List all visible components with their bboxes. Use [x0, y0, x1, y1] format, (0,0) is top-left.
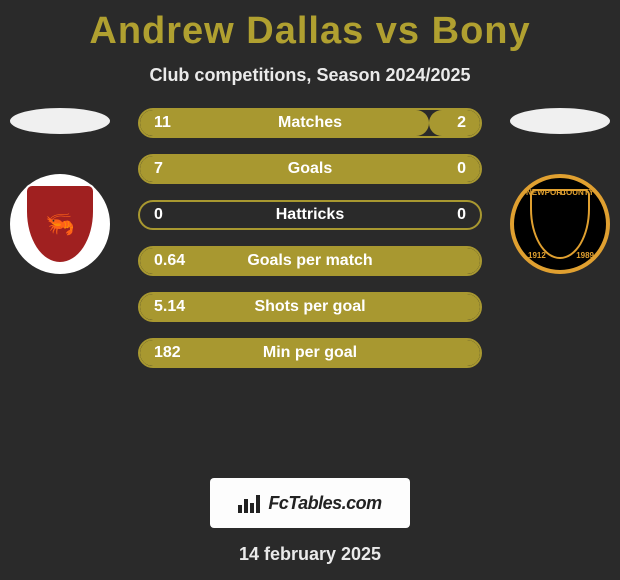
- stat-value-left: 0.64: [140, 252, 200, 270]
- badge-label-bl: 1912: [528, 251, 546, 260]
- badge-label-br: 1989: [576, 251, 594, 260]
- newport-badge-icon: NEWPORT COUNTY 1912 1989: [510, 174, 610, 274]
- stat-label: Min per goal: [200, 344, 420, 362]
- stat-label: Matches: [200, 114, 420, 132]
- bar-text-row: 5.14Shots per goal: [140, 298, 480, 316]
- stat-bar: 11Matches2: [138, 108, 482, 138]
- left-team-column: 🦐: [0, 108, 120, 274]
- stat-value-left: 11: [140, 114, 200, 132]
- right-ellipse-shadow: [510, 108, 610, 134]
- stat-label: Goals per match: [200, 252, 420, 270]
- right-team-column: NEWPORT COUNTY 1912 1989: [500, 108, 620, 274]
- stat-value-left: 7: [140, 160, 200, 178]
- bar-text-row: 0.64Goals per match: [140, 252, 480, 270]
- stat-bar: 0.64Goals per match: [138, 246, 482, 276]
- stat-value-left: 5.14: [140, 298, 200, 316]
- stat-bar: 182Min per goal: [138, 338, 482, 368]
- stat-value-right: 0: [420, 160, 480, 178]
- bar-text-row: 0Hattricks0: [140, 206, 480, 224]
- stat-bar: 0Hattricks0: [138, 200, 482, 230]
- badge-label-tr: COUNTY: [560, 188, 594, 197]
- stat-value-right: 0: [420, 206, 480, 224]
- bar-text-row: 7Goals0: [140, 160, 480, 178]
- left-team-crest: 🦐: [10, 174, 110, 274]
- stat-bar: 7Goals0: [138, 154, 482, 184]
- left-ellipse-shadow: [10, 108, 110, 134]
- comparison-panel: 🦐 NEWPORT COUNTY 1912 1989 11Matches27Go…: [0, 108, 620, 468]
- subtitle: Club competitions, Season 2024/2025: [0, 65, 620, 86]
- stat-bar: 5.14Shots per goal: [138, 292, 482, 322]
- stat-value-right: 2: [420, 114, 480, 132]
- page-title: Andrew Dallas vs Bony: [0, 0, 620, 53]
- bar-text-row: 182Min per goal: [140, 344, 480, 362]
- logo-text: FcTables.com: [268, 493, 381, 514]
- fctables-logo: FcTables.com: [210, 478, 410, 528]
- date-label: 14 february 2025: [0, 544, 620, 565]
- right-team-crest: NEWPORT COUNTY 1912 1989: [510, 174, 610, 274]
- logo-chart-icon: [238, 493, 262, 513]
- stat-label: Goals: [200, 160, 420, 178]
- stat-bars: 11Matches27Goals00Hattricks00.64Goals pe…: [138, 108, 482, 384]
- stat-label: Shots per goal: [200, 298, 420, 316]
- morecambe-shield-icon: 🦐: [25, 184, 95, 264]
- stat-label: Hattricks: [200, 206, 420, 224]
- bar-text-row: 11Matches2: [140, 114, 480, 132]
- stat-value-left: 0: [140, 206, 200, 224]
- stat-value-left: 182: [140, 344, 200, 362]
